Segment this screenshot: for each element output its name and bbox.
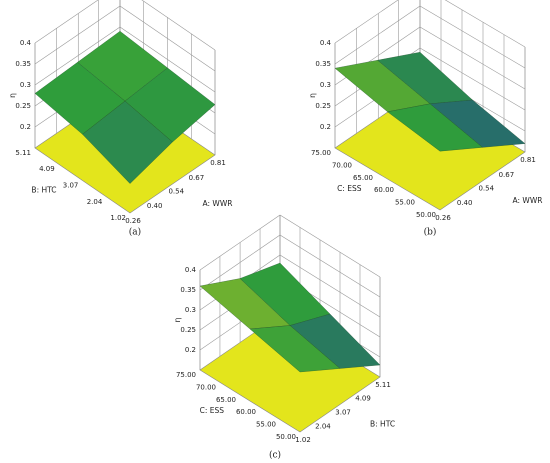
- z-tick-label: 0.35: [180, 286, 196, 294]
- y-tick-label: 1.02: [110, 214, 126, 222]
- y-tick-label: 50.00: [416, 211, 436, 219]
- grid-line: [444, 0, 526, 48]
- grid-line: [419, 47, 526, 111]
- y-axis-title: C: ESS: [337, 184, 362, 193]
- z-tick-label: 0.3: [20, 81, 31, 89]
- y-tick-label: 55.00: [395, 199, 415, 207]
- x-tick-label: 0.67: [499, 171, 515, 179]
- grid-line: [279, 254, 381, 318]
- z-tick-label: 0.35: [315, 60, 331, 68]
- x-tick-label: 0.40: [457, 199, 473, 207]
- y-tick-label: 2.04: [87, 198, 103, 206]
- z-tick-label: 0.2: [185, 346, 196, 354]
- x-tick-label: 0.54: [168, 187, 184, 195]
- z-axis-title: η: [308, 93, 317, 98]
- y-tick-label: 4.09: [39, 165, 55, 173]
- z-tick-label: 0.2: [320, 123, 331, 131]
- z-tick-label: 0.25: [315, 102, 331, 110]
- grid-line: [34, 26, 121, 86]
- z-tick-label: 0.4: [20, 39, 32, 47]
- y-tick-label: 70.00: [196, 383, 216, 391]
- surface-patch: [82, 100, 173, 184]
- x-tick-label: 3.07: [335, 408, 351, 416]
- x-tick-label: 0.54: [478, 184, 494, 192]
- y-tick-label: 70.00: [332, 161, 352, 169]
- x-tick-label: 1.02: [295, 436, 311, 444]
- surface-patch: [387, 103, 483, 152]
- y-tick-label: 3.07: [63, 181, 79, 189]
- z-tick-label: 0.2: [20, 123, 31, 131]
- y-axis-title: B: HTC: [31, 186, 56, 195]
- y-axis-title: C: ESS: [200, 406, 225, 415]
- z-tick-label: 0.35: [15, 60, 31, 68]
- x-tick-label: 0.81: [520, 156, 536, 164]
- z-tick-label: 0.4: [320, 39, 332, 47]
- z-axis-title: η: [173, 317, 182, 322]
- x-tick-label: 4.09: [355, 395, 371, 403]
- grid-line: [334, 5, 421, 65]
- grid-line: [334, 0, 399, 44]
- caption: (c): [269, 450, 281, 461]
- y-tick-label: 65.00: [353, 174, 373, 182]
- x-axis-title: A: WWR: [513, 196, 543, 205]
- grid-line: [34, 5, 121, 65]
- x-axis-title: B: HTC: [370, 420, 395, 429]
- x-axis-title: A: WWR: [203, 199, 233, 208]
- grid-line: [419, 5, 526, 69]
- z-tick-label: 0.3: [185, 306, 196, 314]
- y-tick-label: 50.00: [276, 433, 296, 441]
- x-tick-label: 5.11: [375, 381, 391, 389]
- y-tick-label: 60.00: [236, 408, 256, 416]
- y-tick-label: 75.00: [311, 149, 331, 157]
- caption: (a): [129, 227, 141, 238]
- y-tick-label: 75.00: [176, 371, 196, 379]
- x-tick-label: 0.26: [125, 217, 141, 225]
- z-axis-title: η: [8, 93, 17, 98]
- x-tick-label: 2.04: [315, 422, 331, 430]
- y-tick-label: 55.00: [256, 421, 276, 429]
- y-tick-label: 5.11: [15, 149, 31, 157]
- grid-line: [34, 0, 99, 44]
- y-tick-label: 65.00: [216, 396, 236, 404]
- x-tick-label: 0.81: [210, 159, 226, 167]
- z-tick-label: 0.25: [15, 102, 31, 110]
- z-tick-label: 0.3: [320, 81, 331, 89]
- grid-line: [419, 26, 526, 90]
- z-tick-label: 0.4: [185, 266, 197, 274]
- x-tick-label: 0.40: [147, 202, 163, 210]
- grid-line: [279, 234, 381, 298]
- surface-patch: [249, 325, 341, 373]
- caption: (b): [424, 227, 437, 238]
- y-tick-label: 60.00: [374, 186, 394, 194]
- x-tick-label: 0.67: [189, 174, 205, 182]
- x-tick-label: 0.26: [435, 214, 451, 222]
- z-tick-label: 0.25: [180, 326, 196, 334]
- grid-line: [279, 214, 381, 278]
